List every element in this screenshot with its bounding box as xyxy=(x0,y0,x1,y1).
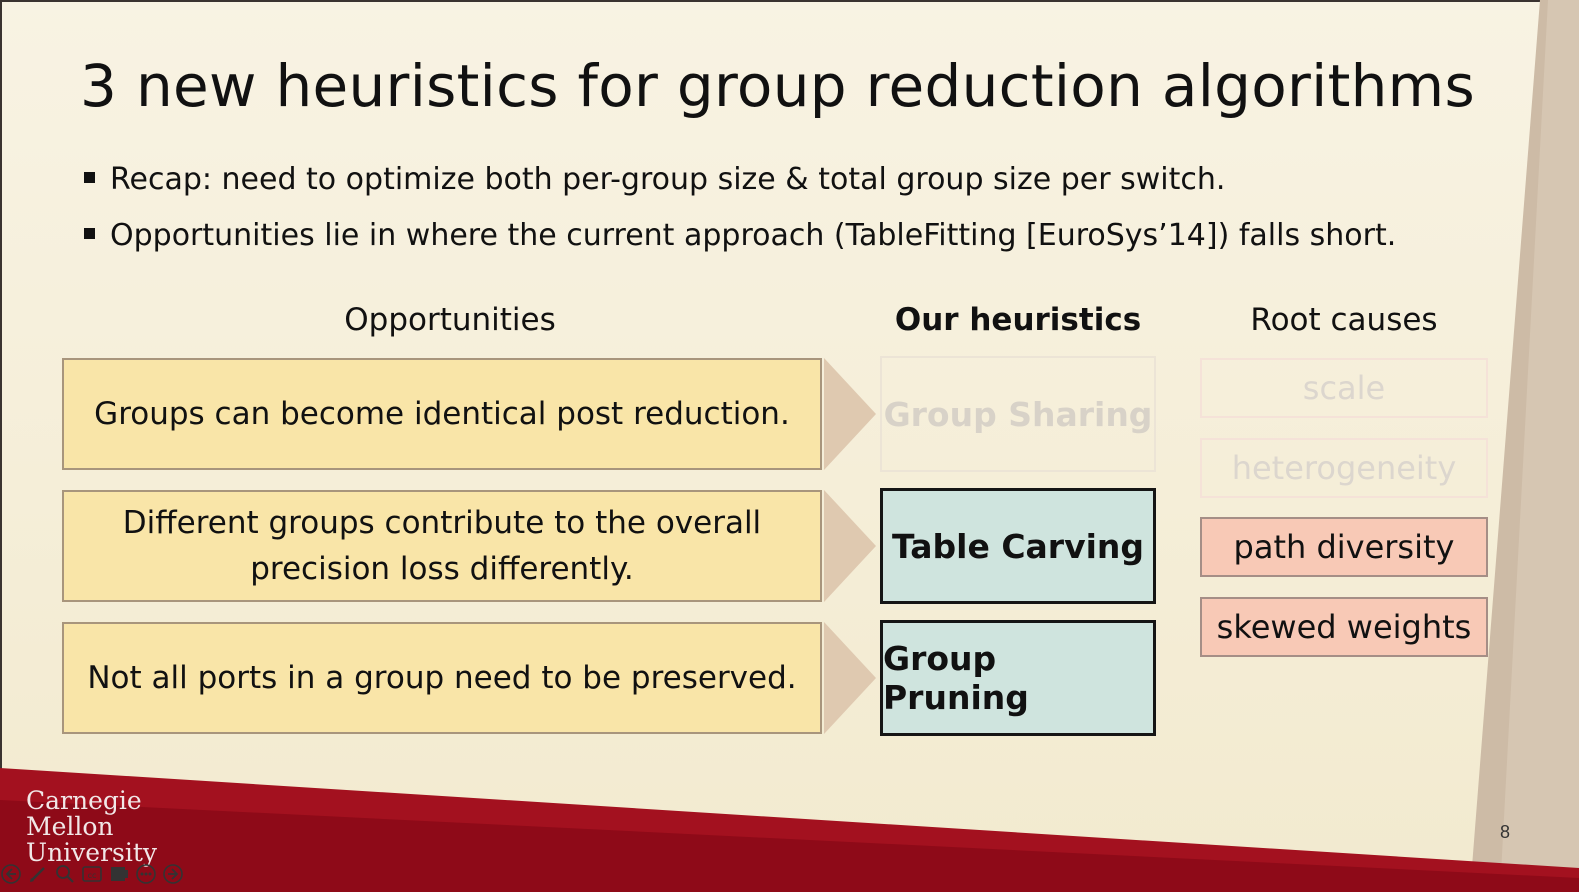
opportunity-box: Different groups contribute to the overa… xyxy=(62,490,822,602)
player-controls: cc xyxy=(0,860,184,888)
root-cause-skewed-weights: skewed weights xyxy=(1200,597,1488,657)
opportunity-box: Not all ports in a group need to be pres… xyxy=(62,622,822,734)
opportunity-text: Not all ports in a group need to be pres… xyxy=(87,655,796,701)
heuristic-box-group-sharing: Group Sharing xyxy=(880,356,1156,472)
screen-icon[interactable] xyxy=(108,863,130,885)
opportunity-line: Different groups contribute to the overa… xyxy=(122,505,762,541)
bullet-item: Opportunities lie in where the current a… xyxy=(82,214,1512,270)
bullet-list: Recap: need to optimize both per-group s… xyxy=(82,158,1512,270)
opportunity-text: Groups can become identical post reducti… xyxy=(94,391,790,437)
opportunity-line: precision loss differently. xyxy=(250,551,634,587)
opportunity-line: Not all ports in a group need to be pres… xyxy=(87,660,797,696)
svg-text:cc: cc xyxy=(88,871,97,880)
logo-line: Carnegie xyxy=(26,786,142,815)
more-icon[interactable] xyxy=(135,863,157,885)
heuristic-box-group-pruning: Group Pruning xyxy=(880,620,1156,736)
logo-line: Mellon xyxy=(26,812,114,841)
opportunity-box: Groups can become identical post reducti… xyxy=(62,358,822,470)
previous-icon[interactable] xyxy=(0,863,22,885)
root-cause-scale: scale xyxy=(1200,358,1488,418)
slide-title: 3 new heuristics for group reduction alg… xyxy=(80,52,1475,120)
slide-frame-top xyxy=(0,0,1579,2)
bullet-square-icon xyxy=(84,172,95,183)
arrow-chevron-icon xyxy=(824,358,876,470)
opportunity-line: Groups can become identical post reducti… xyxy=(94,396,790,432)
header-heuristics: Our heuristics xyxy=(894,302,1142,338)
arrow-chevron-icon xyxy=(824,622,876,734)
pen-icon[interactable] xyxy=(27,863,49,885)
header-root-causes: Root causes xyxy=(1250,302,1438,338)
next-icon[interactable] xyxy=(162,863,184,885)
bullet-text: Recap: need to optimize both per-group s… xyxy=(110,162,1226,197)
logo-line: University xyxy=(26,838,158,867)
opportunity-text: Different groups contribute to the overa… xyxy=(123,500,761,592)
bullet-square-icon xyxy=(84,228,95,239)
captions-icon[interactable]: cc xyxy=(81,863,103,885)
root-cause-path-diversity: path diversity xyxy=(1200,517,1488,577)
bullet-text: Opportunities lie in where the current a… xyxy=(110,218,1397,253)
slide-frame-left xyxy=(0,0,2,892)
header-opportunities: Opportunities xyxy=(344,302,556,338)
root-cause-heterogeneity: heterogeneity xyxy=(1200,438,1488,498)
heuristic-box-table-carving: Table Carving xyxy=(880,488,1156,604)
page-number: 8 xyxy=(1500,822,1511,842)
bullet-item: Recap: need to optimize both per-group s… xyxy=(82,158,1512,214)
arrow-chevron-icon xyxy=(824,490,876,602)
university-logo: Carnegie Mellon University xyxy=(26,788,166,866)
zoom-icon[interactable] xyxy=(54,863,76,885)
